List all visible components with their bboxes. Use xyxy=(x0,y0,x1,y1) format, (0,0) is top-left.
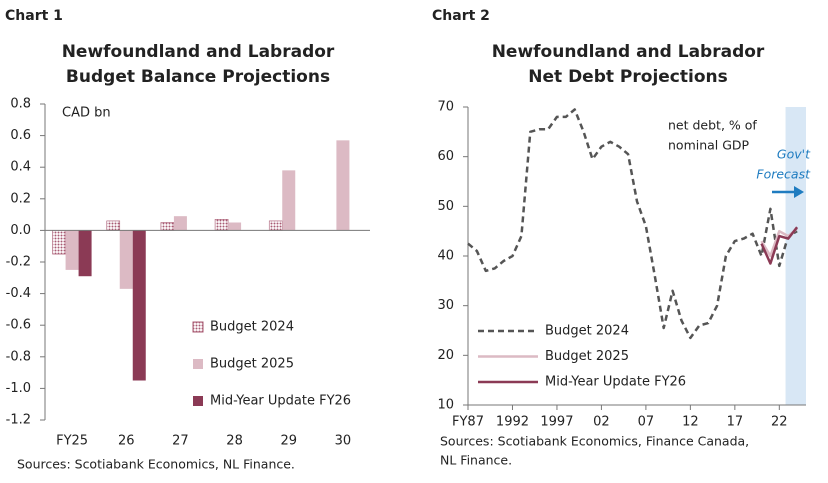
x-tick-label: 26 xyxy=(118,434,135,449)
legend-swatch xyxy=(193,396,203,406)
x-tick-label: 1992 xyxy=(496,415,529,430)
annotation: CAD bn xyxy=(62,106,111,121)
y-tick-label: 30 xyxy=(437,298,454,313)
y-tick-label: 0.0 xyxy=(10,223,31,238)
x-tick-label: 29 xyxy=(280,434,297,449)
y-tick-label: -0.6 xyxy=(6,318,31,333)
line xyxy=(760,226,799,265)
x-tick-label: 02 xyxy=(593,415,610,430)
x-tick-label: 30 xyxy=(335,434,352,449)
y-tick-label: -0.4 xyxy=(6,286,31,301)
y-tick-label: 0.6 xyxy=(10,128,31,143)
x-tick-label: 1997 xyxy=(540,415,573,430)
legend-label: Budget 2024 xyxy=(545,324,629,339)
bar xyxy=(160,222,175,231)
bar xyxy=(336,140,350,231)
y-tick-label: -1.0 xyxy=(6,381,31,396)
bar xyxy=(282,170,296,231)
chart-title: Budget Balance Projections xyxy=(66,67,330,87)
forecast-shade xyxy=(785,107,806,405)
y-tick-label: -0.2 xyxy=(6,255,31,270)
line xyxy=(467,108,798,340)
x-tick-label: FY87 xyxy=(452,415,484,430)
legend-swatch xyxy=(193,359,203,369)
x-tick-label: FY25 xyxy=(56,434,88,449)
y-tick-label: 20 xyxy=(437,348,454,363)
chart-title: Newfoundland and Labrador xyxy=(492,42,765,62)
y-tick-label: 10 xyxy=(437,398,454,413)
source: Sources: Scotiabank Economics, NL Financ… xyxy=(17,457,295,472)
y-tick-label: 50 xyxy=(437,199,454,214)
legend-label: Mid-Year Update FY26 xyxy=(210,394,351,409)
source: Sources: Scotiabank Economics, Finance C… xyxy=(440,434,749,449)
legend-label: Budget 2025 xyxy=(210,357,294,372)
y-tick-label: 60 xyxy=(437,149,454,164)
y-tick-label: -1.2 xyxy=(6,413,31,428)
legend-swatch xyxy=(192,321,204,333)
y-tick-label: -0.8 xyxy=(6,349,31,364)
bar xyxy=(268,220,283,231)
bar xyxy=(228,222,242,231)
x-tick-label: 07 xyxy=(638,415,655,430)
bar xyxy=(119,230,133,289)
x-tick-label: 27 xyxy=(172,434,189,449)
x-tick-label: 28 xyxy=(226,434,243,449)
bar xyxy=(78,230,92,277)
legend-label: Budget 2024 xyxy=(210,320,294,335)
panel-label: Chart 2 xyxy=(432,8,490,24)
legend-label: Budget 2025 xyxy=(545,349,629,364)
bar xyxy=(173,216,187,231)
legend-label: Mid-Year Update FY26 xyxy=(545,375,686,390)
y-tick-label: 0.2 xyxy=(10,191,31,206)
y-tick-label: 0.4 xyxy=(10,160,31,175)
x-tick-label: 17 xyxy=(727,415,744,430)
annotation: net debt, % of xyxy=(668,118,757,133)
x-tick-label: 22 xyxy=(771,415,788,430)
bar xyxy=(214,219,229,231)
x-tick-label: 12 xyxy=(682,415,699,430)
bar xyxy=(132,230,146,381)
y-tick-label: 40 xyxy=(437,249,454,264)
forecast-label: Forecast xyxy=(756,167,811,182)
bar xyxy=(52,230,66,255)
bar xyxy=(65,230,79,270)
panel-label: Chart 1 xyxy=(5,8,63,24)
chart-title: Net Debt Projections xyxy=(528,67,727,87)
chart-title: Newfoundland and Labrador xyxy=(62,42,335,62)
forecast-label: Gov't xyxy=(777,147,811,162)
source: NL Finance. xyxy=(440,453,512,468)
forecast-arrowhead xyxy=(794,186,804,198)
annotation: nominal GDP xyxy=(668,138,750,153)
y-tick-label: 0.8 xyxy=(10,97,31,112)
y-tick-label: 70 xyxy=(437,100,454,115)
bar xyxy=(106,220,121,231)
